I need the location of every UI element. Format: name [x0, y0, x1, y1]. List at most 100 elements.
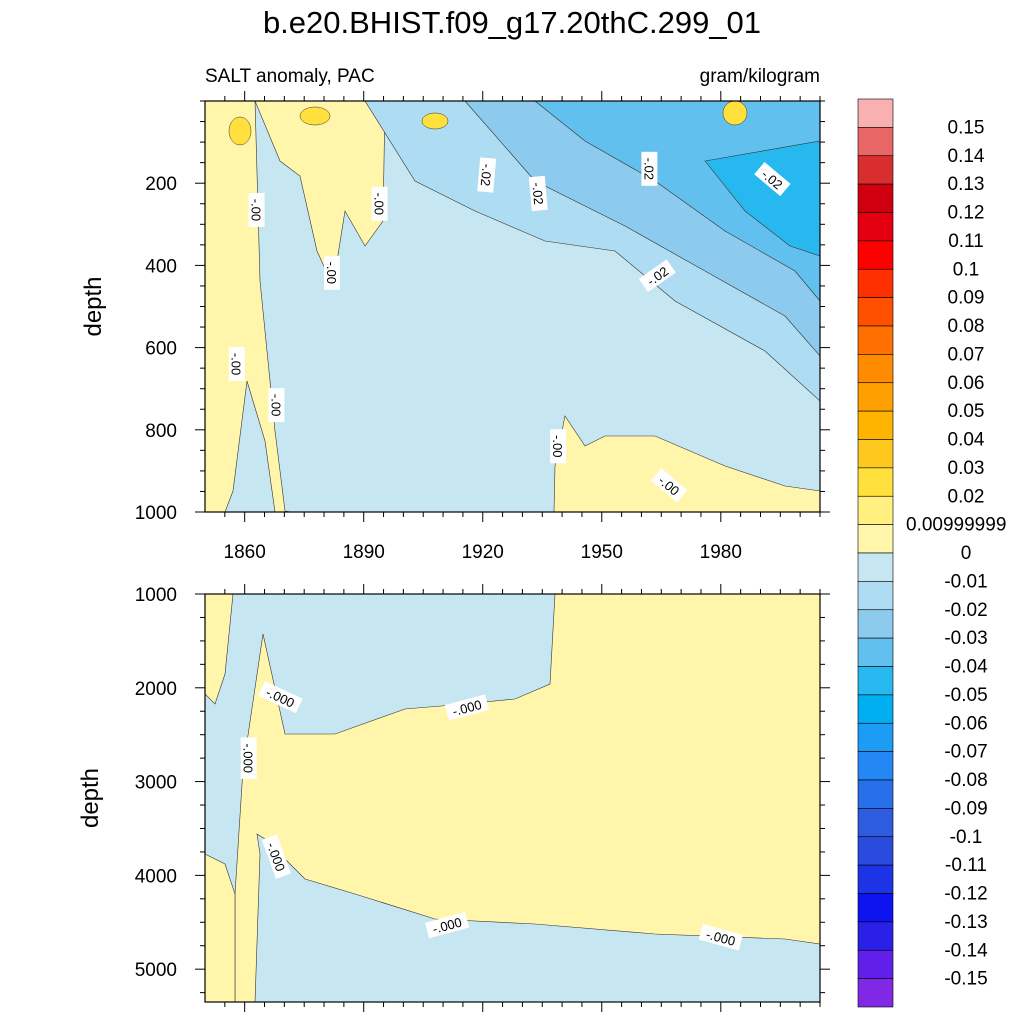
colorbar-label: -0.13 [944, 912, 987, 933]
colorbar-swatch [857, 467, 894, 497]
colorbar-swatch [857, 297, 894, 327]
field-gold-patch-2 [299, 106, 331, 126]
colorbar-swatch [857, 552, 894, 582]
contour-label-text: -.000 [451, 697, 484, 719]
colorbar-label: -0.02 [944, 600, 987, 621]
colorbar-swatch [857, 410, 894, 440]
x-tick-label: 1950 [581, 542, 623, 563]
y-tick-label: 800 [145, 421, 177, 442]
y-tick-label: 2000 [135, 679, 177, 700]
contour-label-bg [268, 388, 285, 423]
variable-label: SALT anomaly, PAC [205, 66, 375, 87]
contour-label-bg [550, 429, 567, 464]
contour-label: -.00 [268, 388, 285, 423]
colorbar-label: 0.02 [948, 486, 985, 507]
contour-label: -.00 [248, 192, 265, 227]
colorbar-label: -0.03 [944, 628, 987, 649]
contour-label-bg [371, 186, 388, 221]
colorbar-label: 0.00999999 [906, 515, 1006, 536]
colorbar-label: -0.01 [944, 571, 987, 592]
contour-label: -.00 [371, 186, 388, 221]
colorbar-swatch [857, 581, 894, 611]
contour-label-bg [638, 259, 676, 292]
colorbar-swatch [857, 864, 894, 894]
contour-label-text: -.00 [372, 193, 387, 215]
contour-label-bg [698, 924, 743, 951]
y-tick-label: 200 [145, 174, 177, 195]
colorbar-swatch [857, 382, 894, 412]
units-label: gram/kilogram [700, 66, 820, 87]
field-yellow-interior [234, 593, 821, 1003]
colorbar-swatch [857, 637, 894, 667]
colorbar-label: 0.14 [948, 146, 985, 167]
colorbar-swatch [857, 921, 894, 951]
contour-label-text: -.00 [268, 394, 283, 416]
colorbar-label: -0.04 [944, 657, 988, 678]
colorbar-swatch [857, 495, 894, 525]
colorbar-swatch [857, 978, 894, 1008]
contour-label-text: -.00 [550, 435, 565, 457]
y-axis-label: depth [77, 768, 104, 828]
colorbar-label: -0.11 [945, 855, 987, 876]
contour-label: -.02 [528, 175, 548, 212]
field-blue-band-4 [704, 140, 821, 257]
contour-label: -.00 [323, 255, 340, 290]
colorbar-swatch [857, 98, 894, 128]
colorbar-label: -0.09 [944, 798, 987, 819]
colorbar-swatch [857, 808, 894, 838]
contour-label: -.02 [477, 157, 497, 193]
field-gold-patch-3 [421, 112, 449, 130]
contour-label-text: -.000 [431, 914, 464, 936]
colorbar-swatch [857, 666, 894, 696]
x-tick-label: 1890 [343, 542, 385, 563]
colorbar-swatch [857, 183, 894, 213]
colorbar-swatch [857, 439, 894, 469]
colorbar-label: 0.08 [948, 316, 985, 337]
contour-label-text: -.02 [478, 163, 495, 187]
contour-label-bg [258, 681, 303, 714]
plot-frame [204, 593, 821, 1003]
y-tick-label: 400 [145, 256, 177, 277]
colorbar: 0.15 0.14 0.13 0.12 0.11 0.1 0.09 0.08 0.07 0.06 0… [857, 98, 1006, 1008]
x-tick-label: 1980 [700, 542, 742, 563]
contour-label: -.00 [550, 429, 567, 464]
contour-label: -.000 [444, 694, 489, 721]
contour-label-text: -.000 [704, 927, 737, 949]
contour-label-bg [248, 192, 265, 227]
contour-label-bg [228, 347, 245, 382]
contour-label-bg [528, 175, 548, 212]
contour-label: -.02 [641, 151, 658, 186]
colorbar-label: 0.13 [948, 174, 985, 195]
colorbar-swatch [857, 751, 894, 781]
contour-label-text: -.02 [641, 158, 656, 180]
colorbar-swatch [857, 836, 894, 866]
colorbar-swatch [857, 127, 894, 157]
colorbar-label: -0.1 [950, 827, 983, 848]
y-tick-label: 5000 [135, 960, 177, 981]
colorbar-label: -0.07 [944, 742, 987, 763]
y-tick-label: 3000 [135, 773, 177, 794]
colorbar-label: 0.15 [948, 117, 985, 138]
x-tick-label: 1920 [462, 542, 504, 563]
contour-label-bg [641, 151, 658, 186]
colorbar-swatch [857, 779, 894, 809]
contour-label-text: -.02 [529, 182, 546, 206]
colorbar-label: -0.14 [944, 940, 988, 961]
colorbar-swatch [857, 212, 894, 242]
colorbar-label: 0.04 [948, 430, 985, 451]
contour-label: -.000 [240, 737, 257, 779]
contour-label: -.000 [698, 924, 743, 951]
colorbar-label: 0.05 [948, 401, 985, 422]
contour-label-bg [424, 911, 470, 939]
colorbar-label: -0.12 [944, 884, 987, 905]
field-yellow-upper [254, 100, 386, 288]
contour-label-bg [323, 255, 340, 290]
contour-label-bg [754, 162, 791, 197]
lower-panel: -.000-.000-.000-.000-.000-.0001000200030… [77, 584, 830, 1012]
colorbar-swatch [857, 268, 894, 298]
contour-label-bg [261, 834, 292, 879]
contour-label-text: -.00 [249, 199, 264, 221]
colorbar-label: 0.09 [948, 288, 985, 309]
y-tick-label: 1000 [135, 585, 177, 606]
